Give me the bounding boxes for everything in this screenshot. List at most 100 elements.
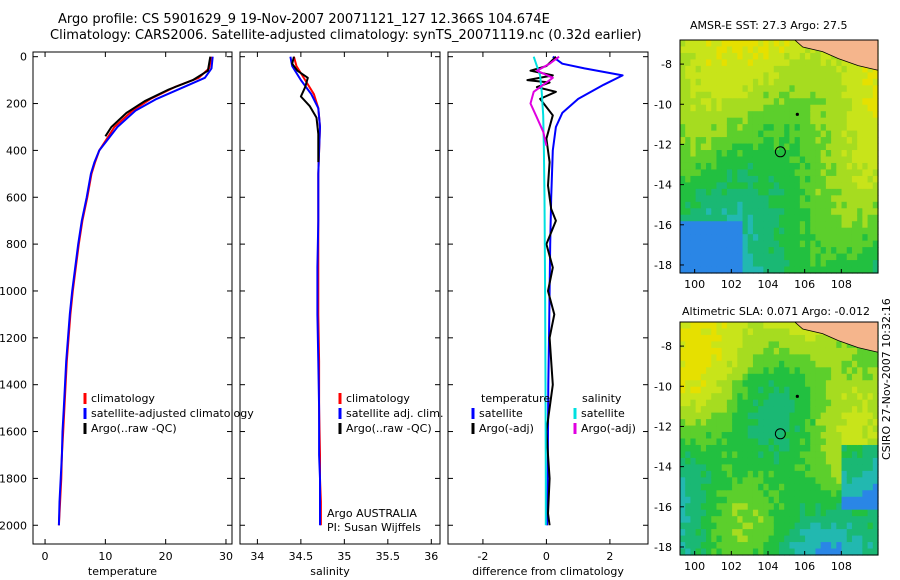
sst_map-cell — [685, 40, 692, 48]
sst_map-cell — [815, 124, 822, 132]
sst_map-cell — [716, 137, 723, 145]
sla_map-cell — [773, 444, 780, 453]
sla_map-cell — [789, 419, 796, 427]
sla_map-cell — [737, 509, 744, 517]
sst_map-cell — [742, 260, 749, 268]
sla_map-cell — [742, 406, 749, 414]
sst_map-cell — [831, 195, 837, 203]
sst_map-cell — [857, 247, 863, 255]
sst_map-cell — [862, 266, 869, 274]
sst_map-cell — [695, 98, 702, 106]
sst_map-cell — [711, 117, 718, 125]
sla_map-cell — [685, 347, 692, 355]
sst_map-cell — [784, 143, 791, 151]
sst_map-cell — [742, 169, 749, 177]
sla_map-cell — [690, 535, 697, 543]
sst_map-xtick-label: 100 — [684, 278, 705, 291]
sst_map-cell — [779, 162, 785, 171]
sst_map-cell — [706, 201, 712, 209]
sla_map-cell — [857, 419, 863, 427]
sst_map-cell — [773, 59, 780, 67]
sla_map-cell — [768, 399, 775, 407]
sst_map-cell — [700, 85, 707, 93]
sst_map-cell — [779, 266, 785, 274]
sst_map-cell — [742, 85, 749, 93]
sst_map-cell — [721, 247, 728, 255]
sla_map-cell — [711, 522, 718, 530]
sst_map-cell — [831, 169, 837, 177]
sla_map-cell — [789, 328, 796, 336]
sla_map-cell — [867, 399, 874, 407]
sst_map-cell — [706, 240, 712, 248]
sla_map-cell — [805, 393, 811, 401]
sst_map-cell — [831, 91, 837, 99]
sst_map-cell — [721, 214, 728, 222]
sla_map-cell — [763, 522, 770, 530]
sst_map-cell — [794, 52, 801, 61]
sst_map-cell — [685, 201, 692, 209]
sla_map-cell — [680, 412, 686, 420]
sla_map-cell — [773, 490, 780, 498]
sst_map-cell — [841, 143, 848, 151]
sla_map-cell — [758, 360, 764, 368]
sla_map-cell — [690, 341, 697, 349]
diff-legend-sal-argo-label: Argo(-adj) — [581, 422, 636, 435]
sst_map-cell — [726, 91, 733, 99]
sst_map-cell — [799, 221, 806, 229]
depth-tick-label: 800 — [6, 238, 27, 251]
sst_map-cell — [836, 124, 843, 132]
sst_map-cell — [742, 247, 749, 255]
sst_map-cell — [799, 227, 806, 235]
sst_map-cell — [721, 52, 728, 61]
sla_map-cell — [784, 328, 791, 336]
sst_map-cell — [857, 130, 863, 138]
sla_map-cell — [680, 483, 686, 491]
sst_map-cell — [784, 266, 791, 274]
sla_map-cell — [763, 412, 770, 420]
sla_map-cell — [773, 334, 780, 343]
sla_map-cell — [700, 419, 707, 427]
sst_map-cell — [685, 240, 692, 248]
sla_map-cell — [706, 373, 712, 381]
sst_map-ytick-label: -14 — [654, 179, 672, 192]
sst_map-cell — [680, 260, 686, 268]
sla_map-cell — [706, 483, 712, 491]
sla_map-cell — [867, 367, 874, 375]
sla_map-cell — [784, 451, 791, 459]
sst_map-cell — [685, 150, 692, 158]
sst_map-cell — [789, 240, 796, 248]
sst_map-cell — [726, 208, 733, 216]
sst_map-cell — [716, 72, 723, 80]
sla_map-cell — [685, 334, 692, 343]
sla_map-cell — [768, 334, 775, 343]
sst_map-cell — [789, 253, 796, 261]
sst_map-cell — [747, 240, 754, 248]
sst_map-cell — [789, 266, 796, 274]
sst_map-cell — [690, 72, 697, 80]
sla_map-cell — [742, 341, 749, 349]
sla_map-cell — [752, 367, 759, 375]
sla_map-cell — [711, 503, 718, 511]
sst_map-cell — [846, 72, 853, 80]
sst_map-cell — [726, 46, 733, 54]
sst_map-cell — [685, 234, 692, 242]
sla_map-cell — [716, 412, 723, 420]
sla_map-cell — [695, 509, 702, 517]
sst_map-cell — [794, 221, 801, 229]
sla_map-cell — [851, 464, 858, 472]
sst_map-cell — [690, 124, 697, 132]
sst_map-cell — [789, 72, 796, 80]
sst_map-cell — [680, 59, 686, 67]
sst_map-frame — [679, 39, 879, 274]
sla_map-cell — [758, 529, 764, 537]
sla_map-cell — [680, 341, 686, 349]
sst_map-ytick-label: -12 — [654, 138, 672, 151]
sla_map-cell — [680, 464, 686, 472]
sla_map-cell — [867, 483, 874, 491]
sst_map-cell — [768, 234, 775, 242]
sst_map-cell — [685, 104, 692, 112]
sst_map-cell — [846, 182, 853, 190]
sst_map-cell — [773, 175, 780, 183]
sla_map-cell — [721, 354, 728, 362]
sla_map-cell — [706, 451, 712, 459]
